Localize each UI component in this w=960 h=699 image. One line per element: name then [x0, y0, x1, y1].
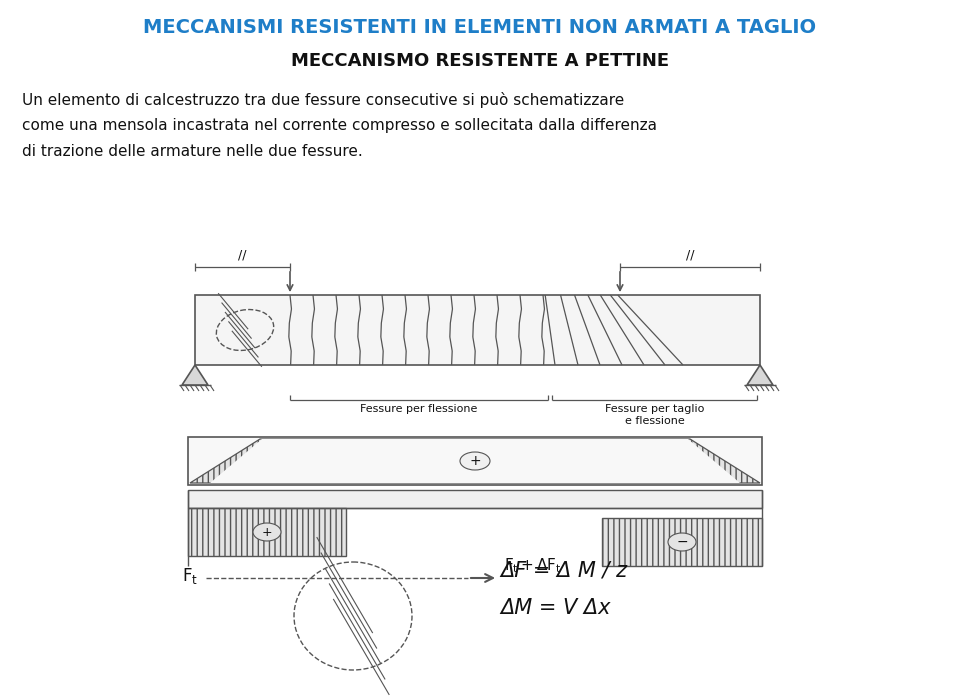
Text: MECCANISMO RESISTENTE A PETTINE: MECCANISMO RESISTENTE A PETTINE	[291, 52, 669, 70]
Text: Fessure per flessione: Fessure per flessione	[360, 404, 478, 414]
Text: −: −	[676, 535, 687, 549]
Text: +: +	[262, 526, 273, 538]
Text: come una mensola incastrata nel corrente compresso e sollecitata dalla differenz: come una mensola incastrata nel corrente…	[22, 118, 657, 133]
Bar	[602, 518, 762, 566]
Polygon shape	[210, 439, 740, 483]
Text: Un elemento di calcestruzzo tra due fessure consecutive si può schematizzare: Un elemento di calcestruzzo tra due fess…	[22, 92, 624, 108]
Text: ΔM = V Δx: ΔM = V Δx	[500, 598, 611, 618]
Polygon shape	[747, 365, 773, 385]
Text: $\mathrm{F_t}$: $\mathrm{F_t}$	[181, 566, 198, 586]
Ellipse shape	[460, 452, 490, 470]
Polygon shape	[182, 365, 208, 385]
Bar	[195, 295, 760, 365]
Text: ΔF = Δ M / z: ΔF = Δ M / z	[500, 560, 627, 580]
Bar	[188, 508, 346, 556]
Bar	[188, 437, 762, 485]
Polygon shape	[190, 439, 760, 483]
Text: //: //	[685, 249, 694, 262]
Text: Fessure per taglio
e flessione: Fessure per taglio e flessione	[605, 404, 705, 426]
Text: //: //	[238, 249, 247, 262]
Text: MECCANISMI RESISTENTI IN ELEMENTI NON ARMATI A TAGLIO: MECCANISMI RESISTENTI IN ELEMENTI NON AR…	[143, 18, 817, 37]
Ellipse shape	[253, 523, 281, 541]
Text: di trazione delle armature nelle due fessure.: di trazione delle armature nelle due fes…	[22, 144, 363, 159]
Text: $\mathrm{F_t + \Delta F_t}$: $\mathrm{F_t + \Delta F_t}$	[504, 556, 562, 575]
Text: +: +	[469, 454, 481, 468]
Bar	[188, 490, 762, 508]
Ellipse shape	[668, 533, 696, 551]
